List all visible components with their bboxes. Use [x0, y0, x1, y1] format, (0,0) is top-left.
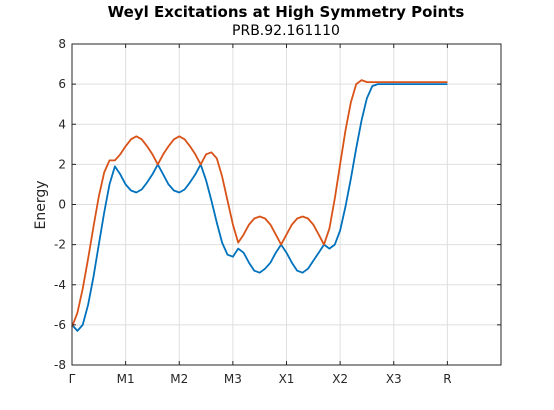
series-line-1	[71, 83, 448, 332]
x-tick-label: R	[443, 372, 451, 386]
chart-subtitle: PRB.92.161110	[232, 23, 340, 39]
x-tick-label: M3	[224, 372, 242, 386]
y-axis-label: Energy	[33, 180, 49, 229]
x-tick-label: X1	[279, 372, 295, 386]
tick-group: Γ M1 M2 M3 X1 X2 X3 R -8 -6 -4 -2 0 2 4 6 8	[54, 37, 501, 386]
y-tick-label: 0	[58, 198, 66, 212]
series-group	[71, 79, 448, 332]
y-tick-label: -2	[54, 238, 66, 252]
y-tick-label: 4	[58, 117, 66, 131]
y-tick-label: -8	[54, 358, 66, 372]
y-tick-label: -4	[54, 278, 66, 292]
x-tick-label: X2	[332, 372, 348, 386]
y-tick-label: 8	[58, 37, 66, 51]
x-tick-label: X3	[386, 372, 402, 386]
y-tick-label: -6	[54, 318, 66, 332]
y-tick-label: 2	[58, 157, 66, 171]
chart-title: Weyl Excitations at High Symmetry Points	[108, 3, 465, 21]
series-line-2	[71, 79, 448, 328]
x-tick-label: M1	[117, 372, 135, 386]
x-tick-label: M2	[170, 372, 188, 386]
x-tick-label: Γ	[69, 372, 76, 386]
y-tick-label: 6	[58, 77, 66, 91]
